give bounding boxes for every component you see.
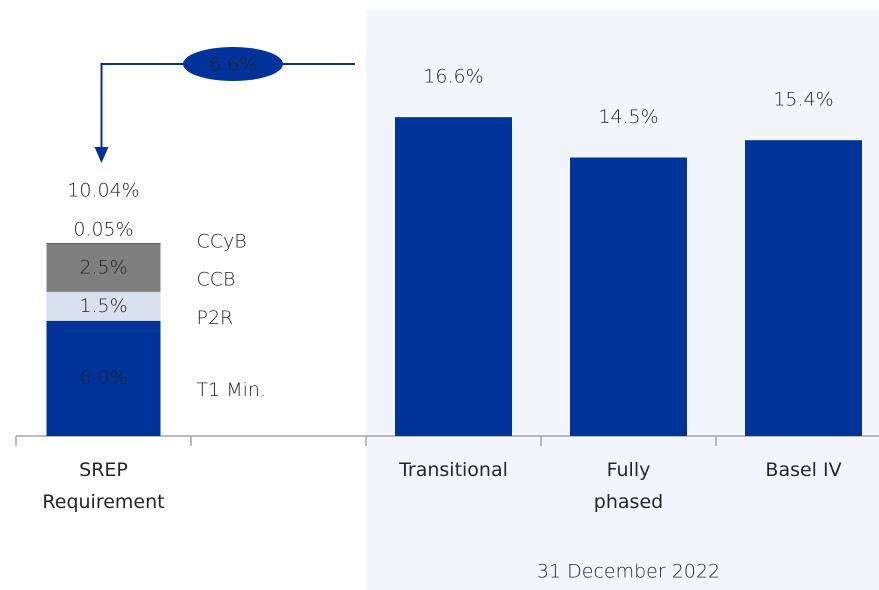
x-tick-label: Transitional (399, 459, 508, 481)
group-label: 31 December 2022 (537, 561, 720, 583)
x-tick-label: Fully phased (593, 459, 664, 513)
annotation-bubble (183, 47, 283, 81)
bar (395, 117, 512, 436)
stack-segment (46, 242, 161, 244)
segment-label: 2.5% (79, 256, 127, 278)
stack-segment (46, 243, 161, 292)
segment-label: 1.5% (79, 295, 127, 317)
stack-segment (46, 291, 161, 321)
x-tick-label: Basel IV (765, 459, 842, 481)
stack-segment (46, 320, 161, 436)
annotation-arrowhead (94, 146, 109, 163)
stack-total-label: 10.04% (67, 179, 139, 201)
value-label: 15.4% (773, 89, 833, 111)
segment-name: CCB (197, 268, 236, 290)
segment-label: 0.05% (73, 218, 133, 240)
value-label: 16.6% (423, 66, 483, 88)
x-tick-label: SREP Requirement (42, 459, 165, 513)
bar (745, 140, 862, 436)
segment-name: P2R (197, 307, 234, 329)
segment-name: T1 Min. (197, 379, 267, 401)
segment-label: 6.0% (79, 367, 127, 389)
segment-name: CCyB (197, 230, 247, 252)
bar (570, 157, 687, 436)
annotation-label: 6.6% (209, 54, 257, 76)
value-label: 14.5% (598, 106, 658, 128)
